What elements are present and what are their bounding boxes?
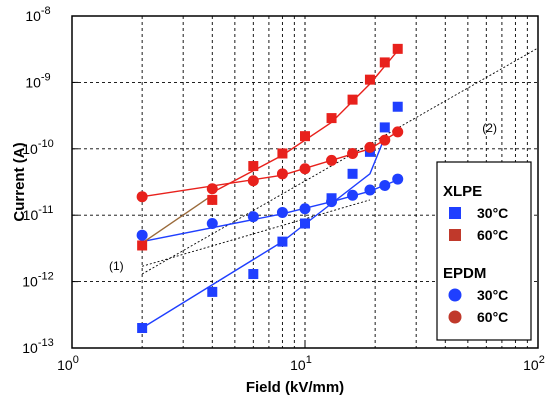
data-point-square xyxy=(379,57,390,68)
data-point-circle xyxy=(206,183,218,195)
data-point-square xyxy=(364,74,375,85)
x-tick-labels: 100 101 102 xyxy=(57,342,545,373)
data-point-square xyxy=(300,131,310,142)
reference-lines: (1) (2) xyxy=(109,47,539,275)
x-tick-label: 100 xyxy=(57,354,79,373)
legend-group-title: XLPE xyxy=(443,183,482,200)
legend-marker-square xyxy=(449,229,461,241)
data-point-circle xyxy=(136,191,148,203)
data-point-circle xyxy=(247,175,259,187)
legend-entry-label: 60°C xyxy=(477,227,508,243)
data-point-square xyxy=(300,218,310,229)
data-point-circle xyxy=(347,147,359,159)
data-point-circle xyxy=(247,211,259,223)
reference-line-label: (2) xyxy=(482,121,497,135)
fit-lines xyxy=(141,50,399,329)
x-tick-label: 101 xyxy=(290,354,312,373)
y-tick-label: 10-13 xyxy=(22,337,53,356)
data-point-circle xyxy=(299,163,311,175)
reference-line-label: (1) xyxy=(109,259,124,273)
fit-line xyxy=(142,131,399,198)
legend-entry-label: 60°C xyxy=(477,309,508,325)
fit-line xyxy=(141,194,213,244)
legend-entry-label: 30°C xyxy=(477,287,508,303)
y-axis-title: Current (A) xyxy=(11,142,28,221)
data-point-circle xyxy=(379,134,391,146)
data-point-square xyxy=(137,323,148,334)
data-point-square xyxy=(248,161,259,172)
data-point-square xyxy=(379,122,390,133)
data-point-square xyxy=(392,43,403,54)
fit-line xyxy=(142,179,398,243)
series-epdm-30c xyxy=(136,173,404,241)
reference-line-1 xyxy=(142,199,371,267)
data-point-square xyxy=(248,269,259,280)
data-points xyxy=(136,43,404,334)
data-point-circle xyxy=(326,196,338,208)
legend-box xyxy=(436,161,532,341)
legend-entry-label: 30°C xyxy=(477,205,508,221)
data-point-circle xyxy=(326,154,338,166)
x-tick-label: 102 xyxy=(523,354,545,373)
data-point-circle xyxy=(136,229,148,241)
data-point-square xyxy=(347,168,358,179)
data-point-square xyxy=(207,194,218,205)
legend-marker-circle xyxy=(448,288,462,302)
data-point-circle xyxy=(347,189,359,201)
legend-marker-square xyxy=(449,207,461,219)
data-point-circle xyxy=(206,217,218,229)
legend-marker-circle xyxy=(448,310,462,324)
data-point-circle xyxy=(392,173,404,185)
data-point-square xyxy=(137,240,148,251)
data-point-square xyxy=(347,94,358,105)
series-xlpe-60c xyxy=(137,43,403,251)
data-point-circle xyxy=(379,180,391,192)
data-point-circle xyxy=(276,168,288,180)
data-point-square xyxy=(392,101,403,112)
data-point-circle xyxy=(364,141,376,153)
y-tick-label: 10-12 xyxy=(22,271,53,290)
data-point-circle xyxy=(392,126,404,138)
data-point-circle xyxy=(364,184,376,196)
x-axis-title: Field (kV/mm) xyxy=(246,379,344,396)
data-point-square xyxy=(207,286,218,297)
series-xlpe-30c xyxy=(137,101,403,334)
data-point-square xyxy=(326,113,337,124)
legend: XLPE 30°C 60°C EPDM 30°C 60°C xyxy=(436,161,532,341)
data-point-square xyxy=(277,148,288,159)
data-point-circle xyxy=(276,206,288,218)
y-tick-label: 10-8 xyxy=(25,5,50,24)
legend-group-title: EPDM xyxy=(443,265,486,282)
series-epdm-60c xyxy=(136,126,404,203)
y-tick-label: 10-9 xyxy=(25,71,50,90)
data-point-square xyxy=(277,236,288,247)
data-point-circle xyxy=(299,203,311,215)
